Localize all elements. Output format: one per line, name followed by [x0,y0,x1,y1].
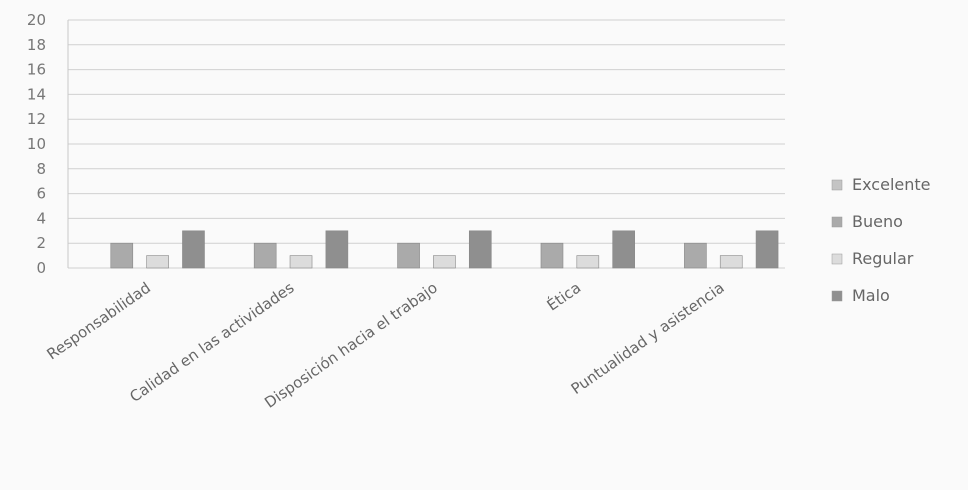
legend-label: Bueno [852,212,903,231]
legend-swatch [831,179,843,191]
bar-regular-3 [576,255,600,269]
x-category-label: Responsabilidad [44,279,154,364]
legend-label: Excelente [852,175,930,194]
y-tick-label: 10 [27,135,46,153]
bar-malo-0 [182,230,205,269]
x-category-label: Calidad en las actividades [126,278,297,405]
bar-malo-1 [325,230,349,269]
bar-bueno-2 [397,242,420,269]
legend-label: Regular [852,249,914,268]
bar-regular-4 [719,255,743,269]
legend-swatch [831,290,843,302]
bar-malo-2 [468,230,492,269]
x-category-label: Puntualidad y asistencia [568,279,728,398]
y-tick-label: 6 [36,185,46,203]
bar-malo-4 [755,230,779,269]
x-category-label: Ética [543,278,584,315]
y-tick-label: 8 [36,160,46,178]
y-tick-label: 2 [36,234,46,252]
bar-regular-2 [433,255,456,269]
y-tick-label: 14 [27,85,46,103]
y-tick-label: 16 [27,61,46,79]
y-tick-label: 4 [36,209,46,227]
y-tick-label: 20 [27,11,46,29]
bar-regular-0 [146,255,169,269]
bar-malo-3 [612,230,635,269]
y-tick-label: 12 [27,110,46,128]
legend-swatch [831,216,843,228]
legend-label: Malo [852,286,890,305]
bar-bueno-1 [253,242,277,269]
bar-regular-1 [289,255,313,269]
legend-swatch [831,253,843,265]
bar-bueno-4 [684,242,707,269]
y-tick-label: 0 [36,259,46,277]
y-tick-label: 18 [27,36,46,54]
bar-bueno-3 [540,242,564,269]
bar-bueno-0 [110,242,134,269]
